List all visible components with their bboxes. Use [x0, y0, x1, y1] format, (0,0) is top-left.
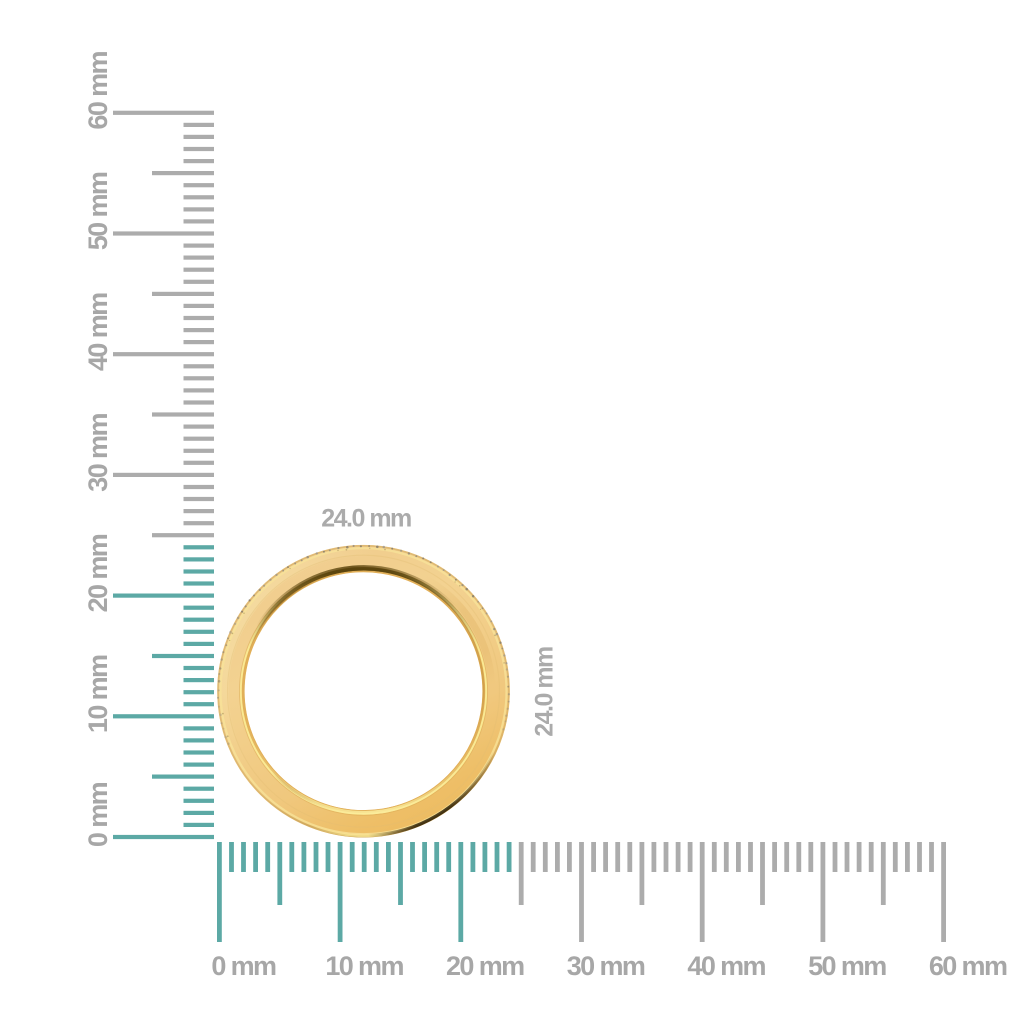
svg-text:24.0 mm: 24.0 mm	[321, 505, 411, 533]
svg-text:20 mm: 20 mm	[446, 951, 524, 981]
svg-text:30 mm: 30 mm	[83, 414, 113, 492]
svg-text:60 mm: 60 mm	[929, 951, 1007, 981]
svg-text:0 mm: 0 mm	[211, 951, 276, 981]
svg-text:50 mm: 50 mm	[83, 172, 113, 250]
svg-text:60 mm: 60 mm	[83, 51, 113, 129]
svg-text:10 mm: 10 mm	[325, 951, 403, 981]
svg-text:10 mm: 10 mm	[83, 655, 113, 733]
svg-text:30 mm: 30 mm	[567, 951, 645, 981]
svg-text:0 mm: 0 mm	[83, 782, 113, 847]
svg-text:40 mm: 40 mm	[83, 293, 113, 371]
svg-text:24.0 mm: 24.0 mm	[530, 647, 558, 737]
svg-text:40 mm: 40 mm	[687, 951, 765, 981]
svg-text:20 mm: 20 mm	[83, 534, 113, 612]
svg-text:50 mm: 50 mm	[808, 951, 886, 981]
